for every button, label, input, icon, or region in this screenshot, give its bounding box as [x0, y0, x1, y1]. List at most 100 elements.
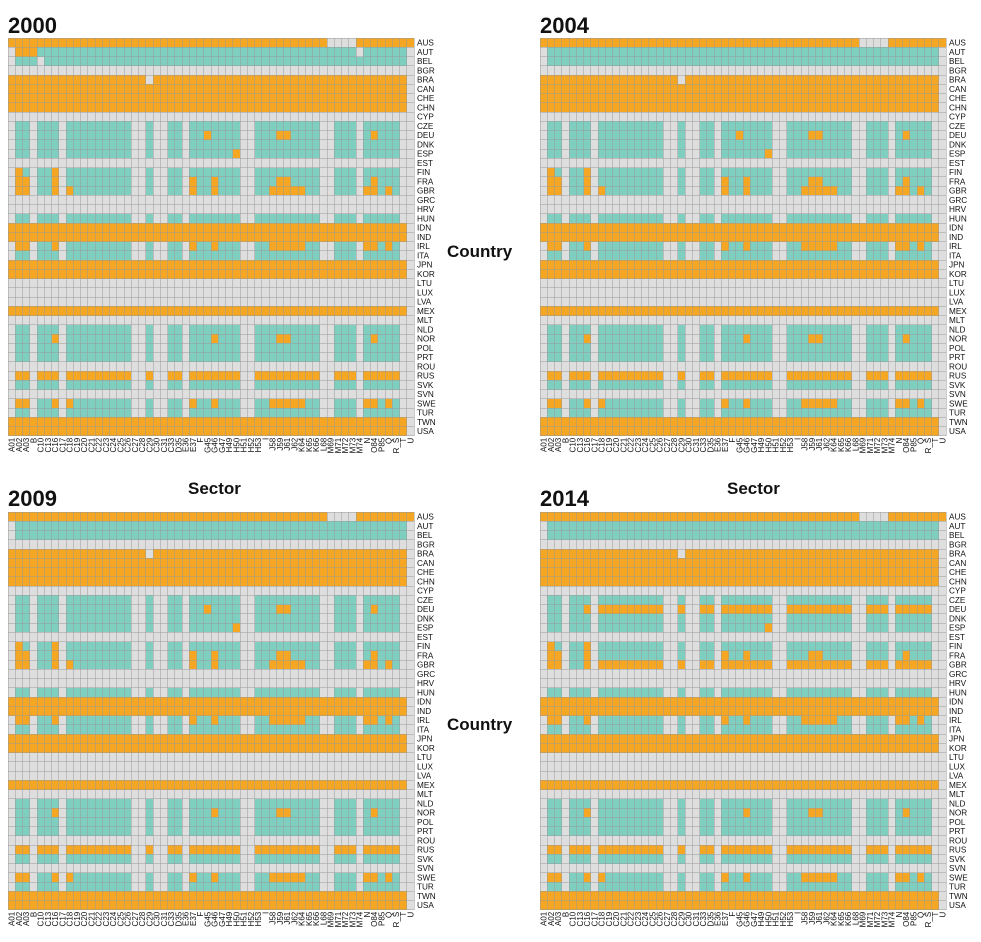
heatmap-cell: [283, 407, 291, 418]
heatmap-cell: [116, 241, 125, 251]
heatmap-cell: [377, 417, 386, 427]
heatmap-cell: [196, 213, 204, 224]
heatmap-cell: [225, 426, 233, 436]
heatmap-cell: [626, 148, 635, 159]
heatmap-cell: [634, 195, 642, 205]
heatmap-cell: [800, 398, 809, 409]
heatmap-cell: [334, 130, 342, 140]
heatmap-cell: [764, 47, 773, 57]
heatmap-cell: [131, 352, 139, 362]
heatmap-cell: [829, 389, 838, 399]
heatmap-cell: [15, 287, 23, 298]
heatmap-cell: [181, 324, 190, 335]
heatmap-cell: [895, 426, 903, 436]
heatmap-cell: [58, 380, 67, 390]
heatmap-cell: [51, 65, 59, 76]
heatmap-cell: [7, 121, 16, 131]
heatmap-cell: [641, 139, 649, 150]
heatmap-cell: [160, 47, 168, 57]
heatmap-cell: [684, 370, 693, 381]
heatmap-cell: [348, 324, 357, 335]
heatmap-cell: [232, 361, 241, 372]
heatmap-cell: [109, 111, 117, 122]
sector-label: C29: [145, 437, 154, 452]
heatmap-cell: [880, 111, 889, 122]
heatmap-cell: [363, 398, 371, 409]
heatmap-cell: [51, 185, 59, 196]
heatmap-cell: [808, 37, 816, 48]
heatmap-cell: [583, 417, 591, 427]
heatmap-cell: [297, 287, 306, 298]
heatmap-cell: [116, 148, 125, 159]
heatmap-cell: [65, 333, 74, 344]
heatmap-cell: [399, 259, 407, 270]
heatmap-cell: [326, 213, 335, 224]
heatmap-cell: [102, 111, 110, 122]
heatmap-cell: [65, 213, 74, 224]
heatmap-cell: [822, 315, 831, 325]
heatmap-cell: [619, 195, 628, 205]
heatmap-cell: [80, 139, 88, 150]
heatmap-cell: [844, 232, 852, 242]
heatmap-cell: [276, 47, 284, 57]
heatmap-cell: [938, 121, 947, 131]
heatmap-cell: [355, 93, 364, 103]
heatmap-cell: [247, 176, 255, 187]
heatmap-cell: [196, 333, 204, 344]
heatmap-cell: [326, 56, 335, 66]
heatmap-cell: [58, 306, 67, 316]
heatmap-cell: [634, 333, 642, 344]
heatmap-cell: [167, 84, 175, 94]
heatmap-cell: [73, 222, 81, 233]
heatmap-cell: [51, 37, 59, 48]
heatmap-cell: [786, 241, 794, 251]
heatmap-cell: [355, 250, 364, 261]
heatmap-cell: [887, 204, 896, 214]
heatmap-cell: [554, 37, 562, 48]
country-label: FRA: [417, 177, 434, 186]
heatmap-cell: [22, 185, 30, 196]
heatmap-cell: [370, 130, 378, 140]
heatmap-cell: [605, 407, 613, 418]
heatmap-cell: [370, 185, 378, 196]
heatmap-cell: [713, 250, 722, 261]
heatmap-cell: [268, 306, 277, 316]
heatmap-cell: [706, 37, 715, 48]
heatmap-cell: [655, 47, 664, 57]
heatmap-cell: [576, 213, 584, 224]
heatmap-cell: [576, 204, 584, 214]
heatmap-cell: [384, 407, 393, 418]
heatmap-cell: [276, 222, 284, 233]
heatmap-cell: [239, 407, 248, 418]
heatmap-cell: [583, 47, 591, 57]
sector-label: C10: [37, 437, 46, 452]
heatmap-cell: [232, 148, 241, 159]
heatmap-cell: [590, 111, 599, 122]
heatmap-cell: [670, 287, 678, 298]
heatmap-cell: [210, 315, 219, 325]
heatmap-cell: [938, 93, 947, 103]
heatmap-cell: [648, 121, 657, 131]
heatmap-cell: [583, 324, 591, 335]
heatmap-cell: [319, 287, 328, 298]
heatmap-cell: [181, 56, 190, 66]
heatmap-cell: [319, 426, 328, 436]
heatmap-cell: [406, 370, 415, 381]
heatmap-cell: [764, 241, 773, 251]
heatmap-cell: [276, 343, 284, 353]
heatmap-cell: [721, 176, 729, 187]
heatmap-cell: [539, 426, 548, 436]
heatmap-cell: [590, 84, 599, 94]
heatmap-cell: [568, 111, 577, 122]
heatmap-cell: [355, 213, 364, 224]
heatmap-cell: [837, 102, 845, 113]
heatmap-cell: [822, 324, 831, 335]
heatmap-cell: [793, 398, 802, 409]
heatmap-cell: [399, 74, 407, 85]
heatmap-cell: [800, 65, 809, 76]
heatmap-cell: [829, 333, 838, 344]
heatmap-cell: [355, 204, 364, 214]
heatmap-cell: [399, 93, 407, 103]
heatmap-cell: [189, 65, 197, 76]
heatmap-cell: [800, 269, 809, 279]
